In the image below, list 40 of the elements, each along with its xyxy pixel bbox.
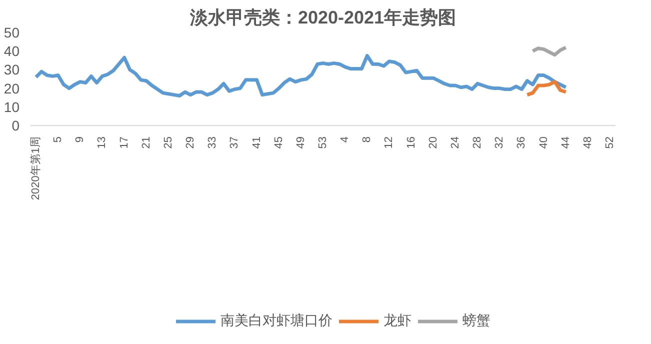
x-tick-label: 24 bbox=[449, 136, 462, 149]
legend-label: 龙虾 bbox=[384, 312, 412, 330]
x-tick-label: 49 bbox=[294, 136, 307, 149]
x-tick-label: 29 bbox=[184, 136, 197, 149]
y-tick-label: 30 bbox=[4, 62, 20, 78]
x-tick-label: 4 bbox=[339, 136, 352, 143]
x-tick-label: 5 bbox=[52, 136, 64, 143]
x-tick-label: 13 bbox=[96, 136, 108, 149]
y-tick-label: 0 bbox=[12, 118, 20, 134]
y-tick-label: 10 bbox=[4, 98, 20, 115]
x-tick-label: 28 bbox=[472, 136, 484, 149]
x-tick-label: 20 bbox=[427, 136, 440, 149]
x-tick-label: 21 bbox=[140, 136, 152, 149]
x-tick-label: 25 bbox=[162, 136, 174, 149]
x-tick-label: 40 bbox=[538, 136, 550, 149]
y-tick-label: 20 bbox=[4, 80, 20, 96]
line-series bbox=[525, 80, 568, 97]
x-tick-label: 53 bbox=[317, 136, 329, 149]
legend-label: 螃蟹 bbox=[462, 312, 490, 330]
x-tick-label: 52 bbox=[604, 136, 616, 149]
line-series bbox=[530, 46, 568, 57]
x-tick-label: 2020年第1周 bbox=[30, 136, 42, 200]
x-tick-label: 12 bbox=[383, 136, 396, 149]
y-tick-label: 40 bbox=[4, 43, 20, 60]
x-tick-label: 32 bbox=[494, 136, 506, 149]
x-tick-label: 16 bbox=[405, 136, 418, 149]
x-tick-label: 45 bbox=[272, 136, 285, 149]
x-tick-label: 36 bbox=[516, 136, 528, 149]
x-tick-label: 44 bbox=[560, 136, 572, 149]
y-tick-label: 50 bbox=[4, 24, 20, 40]
x-tick-label: 9 bbox=[74, 136, 86, 143]
line-series bbox=[34, 54, 568, 98]
x-tick-label: 33 bbox=[206, 136, 219, 149]
x-tick-label: 8 bbox=[361, 136, 374, 143]
x-tick-label: 41 bbox=[250, 136, 263, 149]
x-tick-label: 17 bbox=[118, 136, 130, 149]
x-tick-label: 48 bbox=[582, 136, 594, 149]
x-tick-label: 37 bbox=[228, 136, 241, 149]
legend-label: 南美白对虾塘口价 bbox=[220, 312, 332, 330]
chart-title: 淡水甲壳类：2020-2021年走势图 bbox=[188, 8, 456, 28]
